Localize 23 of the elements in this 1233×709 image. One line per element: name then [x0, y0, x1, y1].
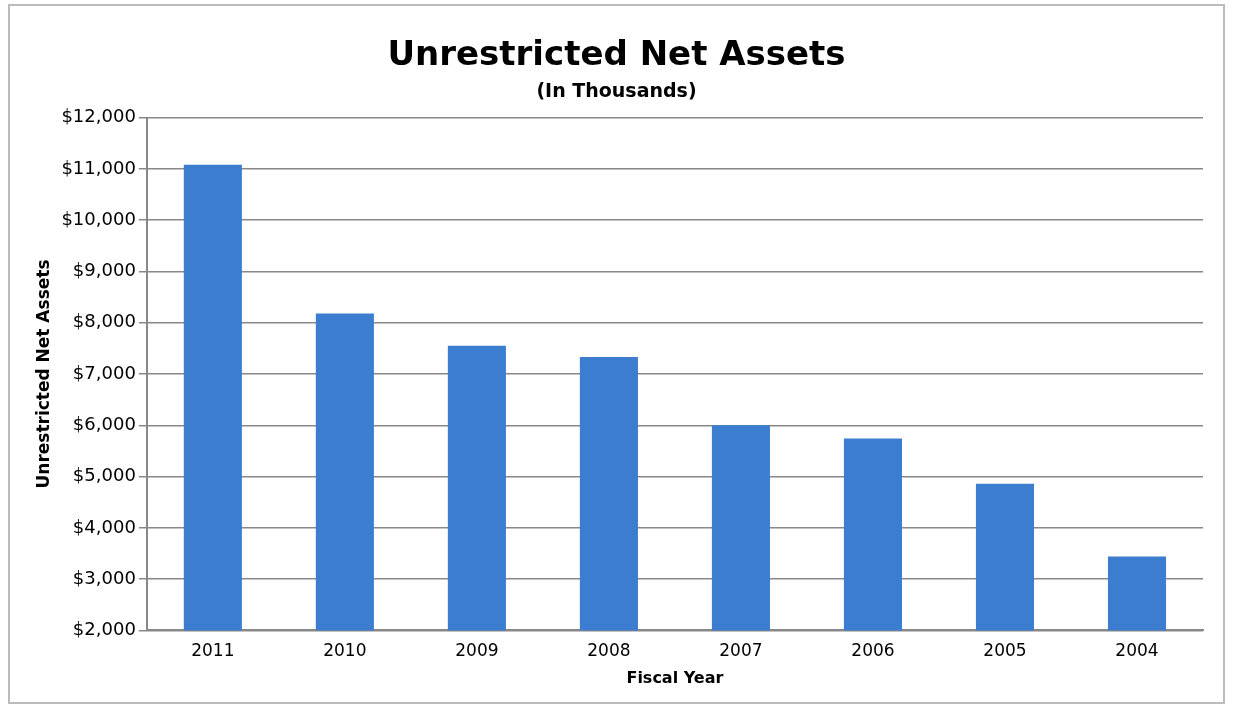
x-tick-label: 2010: [323, 640, 367, 661]
x-tick-label: 2011: [191, 640, 235, 661]
x-tick-label: 2006: [851, 640, 895, 661]
y-tick-label: $11,000: [61, 156, 136, 178]
x-tick-label: 2004: [1115, 640, 1159, 661]
y-tick-label: $4,000: [72, 515, 136, 537]
y-axis-title: Unrestricted Net Assets: [32, 259, 53, 489]
y-tick-label: $5,000: [72, 464, 136, 486]
y-tick-label: $12,000: [61, 105, 136, 127]
x-tick-label: 2009: [455, 640, 499, 661]
x-tick-label: 2007: [719, 640, 763, 661]
y-tick-label: $9,000: [72, 259, 136, 281]
y-tick-label: $8,000: [72, 310, 136, 332]
y-tick-label: $2,000: [72, 618, 136, 640]
x-tick-label: 2005: [983, 640, 1027, 661]
y-tick-label: $6,000: [72, 412, 136, 434]
y-tick-label: $3,000: [72, 566, 136, 588]
chart-title: Unrestricted Net Assets: [387, 33, 846, 74]
chart-subtitle: (In Thousands): [536, 79, 697, 102]
x-tick-label: 2008: [587, 640, 631, 661]
x-axis-title: Fiscal Year: [626, 667, 724, 687]
y-tick-label: $10,000: [61, 207, 136, 229]
y-tick-label: $7,000: [72, 361, 136, 383]
